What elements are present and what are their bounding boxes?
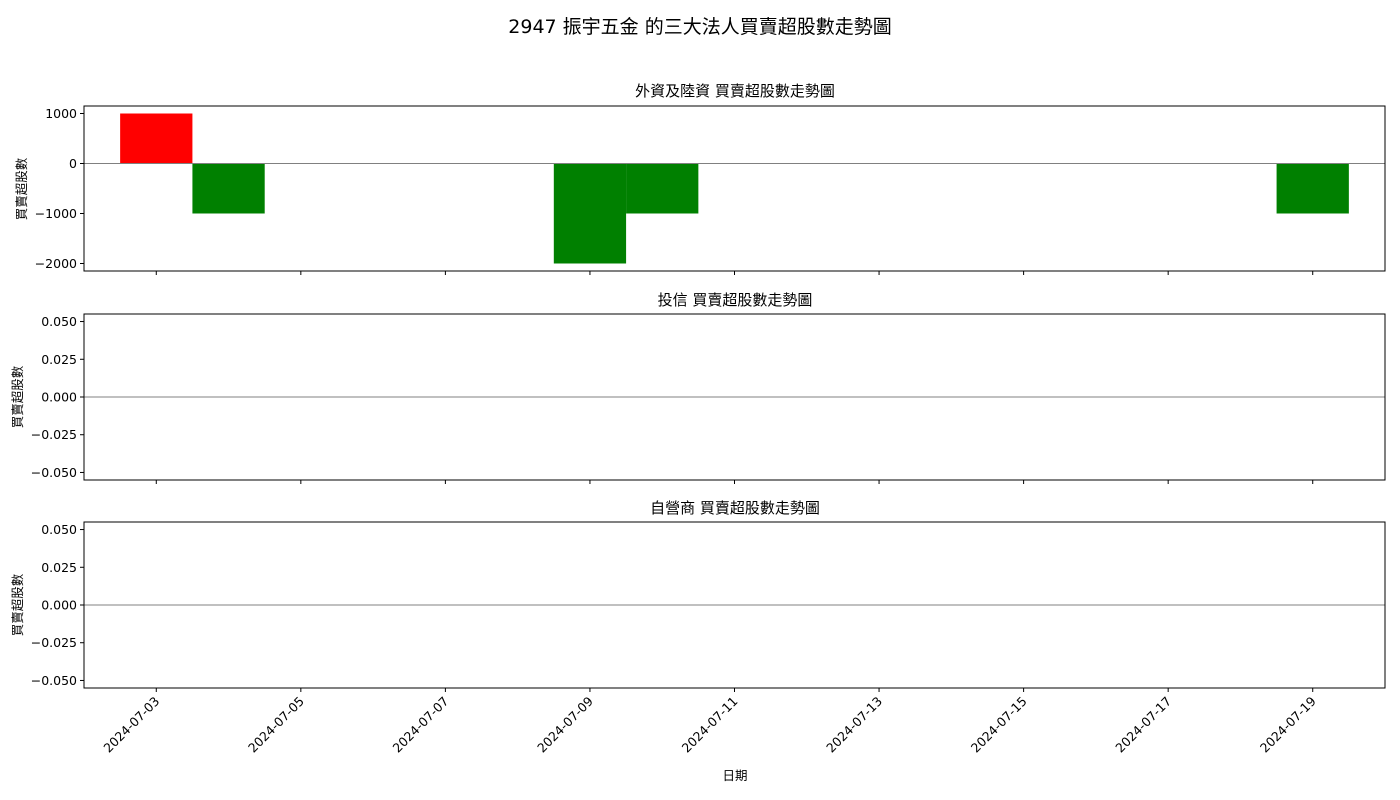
y-tick-label-investment-trust: 0.050 — [41, 314, 77, 329]
y-tick-label-foreign: 1000 — [45, 106, 77, 121]
chart-title: 2947 振宇五金 的三大法人買賣超股數走勢圖 — [508, 16, 891, 38]
subplot-title-dealer: 自營商 買賣超股數走勢圖 — [650, 499, 820, 517]
subplot-investment-trust: 投信 買賣超股數走勢圖 買賣超股數 0.050 0.025 0.000 −0.025 −… — [10, 291, 1386, 484]
y-tick-label-investment-trust: −0.050 — [31, 465, 77, 480]
x-tick-label: 2024-07-03 — [100, 694, 162, 756]
y-axis-label-foreign: 買賣超股數 — [14, 157, 29, 220]
y-axis-label-dealer: 買賣超股數 — [10, 573, 25, 636]
bar-foreign-2024-07-03 — [120, 113, 193, 164]
subplot-title-foreign: 外資及陸資 買賣超股數走勢圖 — [635, 82, 835, 100]
x-tick-label: 2024-07-19 — [1257, 693, 1319, 755]
y-tick-label-foreign: −2000 — [35, 256, 77, 271]
y-tick-label-dealer: 0.025 — [41, 560, 77, 575]
bar-foreign-2024-07-19 — [1276, 163, 1349, 214]
x-axis-label: 日期 — [722, 768, 747, 783]
y-tick-label-investment-trust: −0.025 — [31, 427, 77, 442]
y-tick-label-dealer: 0.050 — [41, 522, 77, 537]
y-tick-label-dealer: −0.025 — [31, 635, 77, 650]
plot-frame-foreign — [83, 105, 1386, 272]
bar-foreign-2024-07-09 — [553, 163, 627, 264]
y-tick-label-investment-trust: 0.000 — [41, 390, 77, 405]
y-axis-label-investment-trust: 買賣超股數 — [10, 365, 25, 428]
y-tick-label-dealer: 0.000 — [41, 598, 77, 613]
y-tick-label-dealer: −0.050 — [31, 673, 77, 688]
subplot-foreign: 外資及陸資 買賣超股數走勢圖 買賣超股數 1000 0 −1000 −2000 — [14, 82, 1386, 275]
y-tick-label-investment-trust: 0.025 — [41, 352, 77, 367]
bar-foreign-2024-07-04 — [192, 163, 265, 214]
x-tick-label: 2024-07-11 — [679, 694, 741, 756]
bar-foreign-2024-07-10 — [626, 163, 699, 214]
x-tick-label: 2024-07-05 — [245, 694, 307, 756]
x-tick-label: 2024-07-15 — [968, 694, 1030, 756]
x-axis-tick-labels: 2024-07-03 2024-07-05 2024-07-07 2024-07-09… — [100, 693, 1318, 755]
x-tick-label: 2024-07-13 — [823, 694, 885, 756]
y-tick-label-foreign: −1000 — [35, 206, 77, 221]
x-tick-label: 2024-07-09 — [534, 693, 596, 755]
subplot-dealer: 自營商 買賣超股數走勢圖 買賣超股數 0.050 0.025 0.000 −0.025… — [10, 499, 1386, 692]
y-tick-label-foreign: 0 — [69, 156, 77, 171]
x-tick-label: 2024-07-17 — [1112, 694, 1174, 756]
subplot-title-investment-trust: 投信 買賣超股數走勢圖 — [658, 291, 813, 309]
x-tick-label: 2024-07-07 — [390, 694, 452, 756]
